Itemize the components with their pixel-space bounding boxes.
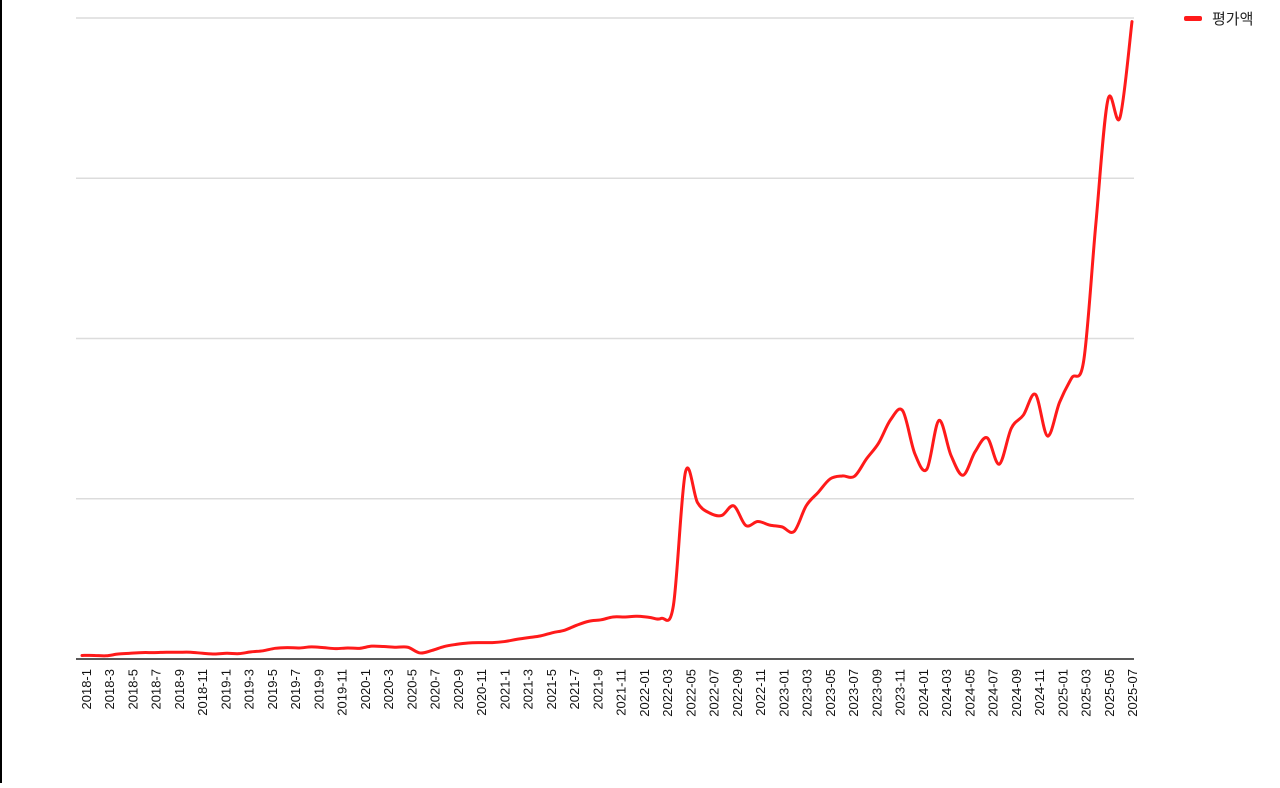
x-tick-label: 2019-1 [218, 669, 233, 709]
x-tick-label: 2018-5 [125, 669, 140, 709]
legend: 평가액 [1184, 8, 1253, 29]
x-tick-label: 2023-07 [846, 669, 861, 717]
x-tick-label: 2018-9 [172, 669, 187, 709]
x-tick-label: 2019-7 [288, 669, 303, 709]
series-group [80, 20, 1134, 658]
x-tick-label: 2022-09 [730, 669, 745, 717]
x-tick-label: 2024-07 [986, 669, 1001, 717]
x-tick-label: 2023-01 [776, 669, 791, 717]
x-tick-label: 2022-03 [660, 669, 675, 717]
legend-swatch [1184, 16, 1202, 21]
x-tick-label: 2019-3 [242, 669, 257, 709]
x-tick-label: 2024-09 [1009, 669, 1024, 717]
x-tick-label: 2025-07 [1125, 669, 1140, 717]
x-tick-label: 2020-9 [451, 669, 466, 709]
x-tick-label: 2023-05 [823, 669, 838, 717]
x-tick-label: 2023-03 [800, 669, 815, 717]
x-tick-label: 2018-7 [149, 669, 164, 709]
x-tick-label: 2020-5 [404, 669, 419, 709]
x-tick-label: 2024-01 [916, 669, 931, 717]
x-tick-label: 2024-05 [962, 669, 977, 717]
x-tick-label: 2021-1 [497, 669, 512, 709]
x-tick-label: 2019-11 [335, 669, 350, 716]
x-tick-label: 2018-11 [195, 669, 210, 716]
x-tick-label: 2024-03 [939, 669, 954, 717]
x-tick-label: 2023-09 [869, 669, 884, 717]
x-tick-label: 2021-9 [590, 669, 605, 709]
left-border [0, 0, 2, 783]
x-tick-label: 2025-01 [1055, 669, 1070, 717]
x-tick-label: 2021-3 [521, 669, 536, 709]
series-line-평가액 [80, 20, 1134, 658]
x-tick-label: 2024-11 [1032, 669, 1047, 716]
x-tick-label: 2018-1 [79, 669, 94, 709]
x-tick-label: 2022-11 [753, 669, 768, 716]
x-tick-label: 2020-1 [358, 669, 373, 709]
legend-label: 평가액 [1212, 11, 1254, 28]
x-tick-label: 2020-7 [428, 669, 443, 709]
x-tick-label: 2022-07 [707, 669, 722, 717]
x-tick-label: 2022-01 [637, 669, 652, 717]
x-tick-label: 2019-9 [311, 669, 326, 709]
x-tick-label: 2020-11 [474, 669, 489, 716]
x-tick-label: 2021-11 [614, 669, 629, 716]
x-tick-label: 2021-5 [544, 669, 559, 709]
x-tick-label: 2025-03 [1079, 669, 1094, 717]
x-axis: 2018-1 2018-3 2018-5 2018-7 2018-9 2018-11 201… [79, 669, 1140, 717]
x-tick-label: 2019-5 [265, 669, 280, 709]
x-tick-label: 2018-3 [102, 669, 117, 709]
x-tick-label: 2021-7 [567, 669, 582, 709]
x-tick-label: 2020-3 [381, 669, 396, 709]
gridlines [76, 17, 1134, 660]
x-tick-label: 2023-11 [893, 669, 908, 716]
x-tick-label: 2022-05 [683, 669, 698, 717]
x-tick-label: 2025-05 [1102, 669, 1117, 717]
